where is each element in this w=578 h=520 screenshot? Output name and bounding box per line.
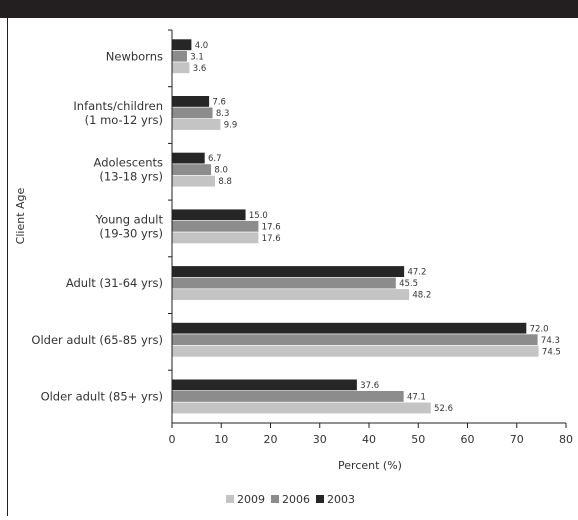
value-label-2003-cat-2: 6.7 (208, 154, 222, 164)
bar-2009-cat-1 (171, 118, 222, 131)
value-label-2006-cat-2: 8.0 (214, 166, 228, 176)
x-tick-label-20: 20 (264, 433, 278, 446)
bar-2003-cat-4 (171, 265, 405, 278)
category-label-2-line-0: Adolescents (94, 156, 163, 170)
bar-2003-cat-2 (171, 152, 206, 165)
value-label-2006-cat-6: 47.1 (407, 392, 426, 402)
bar-2009-cat-3 (171, 231, 259, 244)
legend: 2009 2006 2003 (226, 493, 355, 506)
bar-2006-cat-3 (171, 220, 259, 233)
header-band (0, 0, 578, 18)
bar-2003-cat-0 (171, 38, 193, 51)
bar-2006-cat-1 (171, 106, 214, 119)
category-label-3-line-0: Young adult (95, 212, 164, 226)
value-label-2009-cat-6: 52.6 (434, 404, 453, 414)
bar-2006-cat-6 (171, 390, 405, 403)
category-label-5: Older adult (65-85 yrs) (31, 333, 163, 347)
bar-2003-cat-6 (171, 378, 358, 392)
category-label-1-line-1: (1 mo-12 yrs) (85, 113, 163, 127)
bar-2009-cat-5 (171, 345, 540, 358)
x-tick-label-70: 70 (510, 433, 524, 446)
x-tick-label-60: 60 (461, 433, 475, 446)
category-label-0: Newborns (106, 49, 163, 63)
x-tick-label-0: 0 (169, 433, 176, 446)
category-label-4: Adult (31-64 yrs) (66, 276, 163, 290)
bar-2006-cat-4 (171, 276, 397, 290)
value-label-2006-cat-0: 3.1 (190, 52, 204, 62)
value-label-2003-cat-6: 37.6 (360, 381, 379, 391)
x-tick-label-10: 10 (214, 433, 228, 446)
value-label-2009-cat-1: 9.9 (224, 120, 238, 130)
value-label-2009-cat-2: 8.8 (218, 177, 232, 187)
bar-2006-cat-5 (171, 333, 539, 346)
bar-2006-cat-0 (171, 50, 188, 63)
bar-2009-cat-2 (171, 175, 216, 188)
legend-swatch-2003 (316, 495, 324, 503)
value-label-2009-cat-0: 3.6 (193, 64, 207, 74)
value-label-2006-cat-5: 74.3 (541, 336, 560, 346)
x-tick-label-30: 30 (313, 433, 327, 446)
y-axis-title: Client Age (14, 187, 27, 244)
legend-label-2009: 2009 (237, 493, 265, 506)
category-label-6: Older adult (85+ yrs) (41, 389, 163, 403)
value-label-2003-cat-0: 4.0 (195, 41, 209, 51)
value-label-2009-cat-5: 74.5 (542, 347, 561, 357)
value-label-2009-cat-4: 48.2 (412, 291, 431, 301)
bar-2006-cat-2 (171, 163, 212, 176)
category-label-2-line-1: (13-18 yrs) (99, 170, 163, 184)
bar-2009-cat-0 (171, 61, 191, 74)
bar-2003-cat-5 (171, 322, 527, 335)
bar-2009-cat-6 (171, 401, 432, 415)
value-label-2003-cat-3: 15.0 (249, 211, 268, 221)
value-label-2006-cat-1: 8.3 (216, 109, 230, 119)
value-label-2006-cat-3: 17.6 (262, 222, 281, 232)
legend-swatch-2006 (271, 495, 279, 503)
value-label-2003-cat-1: 7.6 (212, 97, 226, 107)
axes-layer: 0 10 20 30 40 50 60 70 80 (168, 29, 573, 446)
bar-2009-cat-4 (171, 288, 410, 301)
x-tick-label-40: 40 (362, 433, 376, 446)
x-tick-label-50: 50 (411, 433, 425, 446)
legend-label-2006: 2006 (282, 493, 310, 506)
category-labels-layer: Newborns Infants/children(1 mo-12 yrs) Ado… (31, 49, 163, 403)
value-label-2006-cat-4: 45.5 (399, 279, 418, 289)
legend-label-2003: 2003 (327, 493, 355, 506)
x-axis-title: Percent (%) (338, 459, 402, 472)
x-tick-label-80: 80 (559, 433, 573, 446)
bar-2003-cat-3 (171, 208, 247, 221)
category-label-3-line-1: (19-30 yrs) (99, 226, 163, 240)
value-label-2009-cat-3: 17.6 (262, 234, 281, 244)
value-label-2003-cat-4: 47.2 (407, 268, 426, 278)
bar-2003-cat-1 (171, 95, 210, 108)
legend-swatch-2009 (226, 495, 234, 503)
value-label-2003-cat-5: 72.0 (530, 324, 549, 334)
category-label-1-line-0: Infants/children (73, 99, 163, 113)
bars-layer (171, 38, 540, 415)
value-labels-layer: 4.03.13.67.68.39.96.78.08.815.017.617.64… (190, 41, 561, 414)
